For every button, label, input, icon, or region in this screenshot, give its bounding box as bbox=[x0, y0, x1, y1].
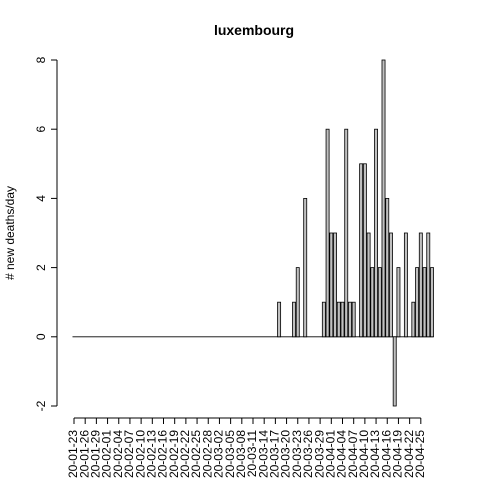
x-tick-label: 20-02-22 bbox=[178, 430, 192, 478]
bar bbox=[396, 267, 401, 338]
bar bbox=[403, 232, 408, 338]
x-axis: 20-01-2320-01-2620-01-2920-02-0120-02-04… bbox=[66, 417, 427, 478]
x-tick-label: 20-03-11 bbox=[245, 430, 259, 477]
bar bbox=[411, 301, 416, 338]
x-tick-label: 20-04-01 bbox=[323, 430, 337, 478]
bar bbox=[415, 267, 420, 338]
bar bbox=[374, 128, 378, 338]
bar bbox=[430, 267, 434, 338]
x-tick-label: 20-03-20 bbox=[279, 430, 293, 478]
bar bbox=[385, 197, 390, 338]
bar bbox=[377, 267, 382, 338]
y-tick-label: 6 bbox=[34, 126, 48, 133]
x-tick-label: 20-02-04 bbox=[111, 430, 125, 478]
x-tick-label: 20-02-10 bbox=[133, 430, 147, 478]
bar bbox=[366, 232, 371, 338]
x-tick-label: 20-03-05 bbox=[223, 430, 237, 478]
y-tick-label: 8 bbox=[34, 56, 48, 63]
bar bbox=[333, 232, 337, 338]
y-tick-label: 2 bbox=[34, 264, 48, 271]
x-tick-label: 20-03-14 bbox=[256, 430, 270, 478]
x-tick-label: 20-01-29 bbox=[89, 430, 103, 478]
bar bbox=[362, 163, 367, 338]
x-tick-label: 20-04-04 bbox=[335, 430, 349, 478]
bar bbox=[329, 232, 334, 338]
bar bbox=[344, 128, 349, 338]
chart-title: luxembourg bbox=[214, 22, 294, 38]
bar bbox=[381, 59, 386, 338]
bar bbox=[359, 163, 364, 338]
y-axis-label: # new deaths/day bbox=[3, 186, 17, 280]
bar bbox=[295, 267, 300, 338]
x-tick-label: 20-04-10 bbox=[357, 430, 371, 478]
x-tick-label: 20-03-17 bbox=[268, 430, 282, 478]
y-axis: -2 0 2 4 6 8 bbox=[34, 56, 58, 411]
bar bbox=[336, 301, 341, 338]
x-tick-label: 20-02-13 bbox=[144, 430, 158, 478]
bar bbox=[389, 232, 393, 338]
bar bbox=[422, 267, 427, 338]
bars bbox=[72, 59, 434, 407]
x-tick-label: 20-04-25 bbox=[413, 430, 427, 478]
x-tick-label: 20-02-07 bbox=[122, 430, 136, 478]
x-tick-label: 20-02-01 bbox=[100, 430, 114, 478]
x-tick-label: 20-04-19 bbox=[391, 430, 405, 478]
bar bbox=[418, 232, 423, 338]
x-tick-label: 20-03-29 bbox=[312, 430, 326, 478]
x-tick-label: 20-02-19 bbox=[167, 430, 181, 478]
y-tick-label: 0 bbox=[34, 333, 48, 340]
bar bbox=[392, 336, 397, 407]
x-tick-label: 20-02-16 bbox=[156, 430, 170, 478]
bar bbox=[292, 301, 296, 338]
x-tick-label: 20-03-26 bbox=[301, 430, 315, 478]
x-tick-label: 20-03-08 bbox=[234, 430, 248, 478]
bar bbox=[340, 301, 345, 338]
bar bbox=[351, 301, 356, 338]
x-tick-label: 20-03-23 bbox=[290, 430, 304, 478]
x-tick-label: 20-02-28 bbox=[200, 430, 214, 478]
x-tick-label: 20-03-02 bbox=[212, 430, 226, 478]
x-tick-label: 20-04-16 bbox=[379, 430, 393, 478]
bar bbox=[348, 301, 352, 338]
bar bbox=[277, 301, 282, 338]
bar bbox=[370, 267, 375, 338]
bar bbox=[303, 197, 308, 338]
x-tick-label: 20-04-07 bbox=[346, 430, 360, 478]
x-tick-label: 20-04-22 bbox=[402, 430, 416, 478]
y-tick-label: -2 bbox=[34, 400, 48, 411]
bar bbox=[325, 128, 330, 338]
bar bbox=[321, 301, 326, 338]
x-tick-label: 20-02-25 bbox=[189, 430, 203, 478]
bar bbox=[426, 232, 431, 338]
x-tick-label: 20-01-23 bbox=[66, 430, 80, 478]
x-tick-label: 20-04-13 bbox=[368, 430, 382, 478]
y-tick-label: 4 bbox=[34, 195, 48, 202]
x-tick-label: 20-01-26 bbox=[77, 430, 91, 478]
